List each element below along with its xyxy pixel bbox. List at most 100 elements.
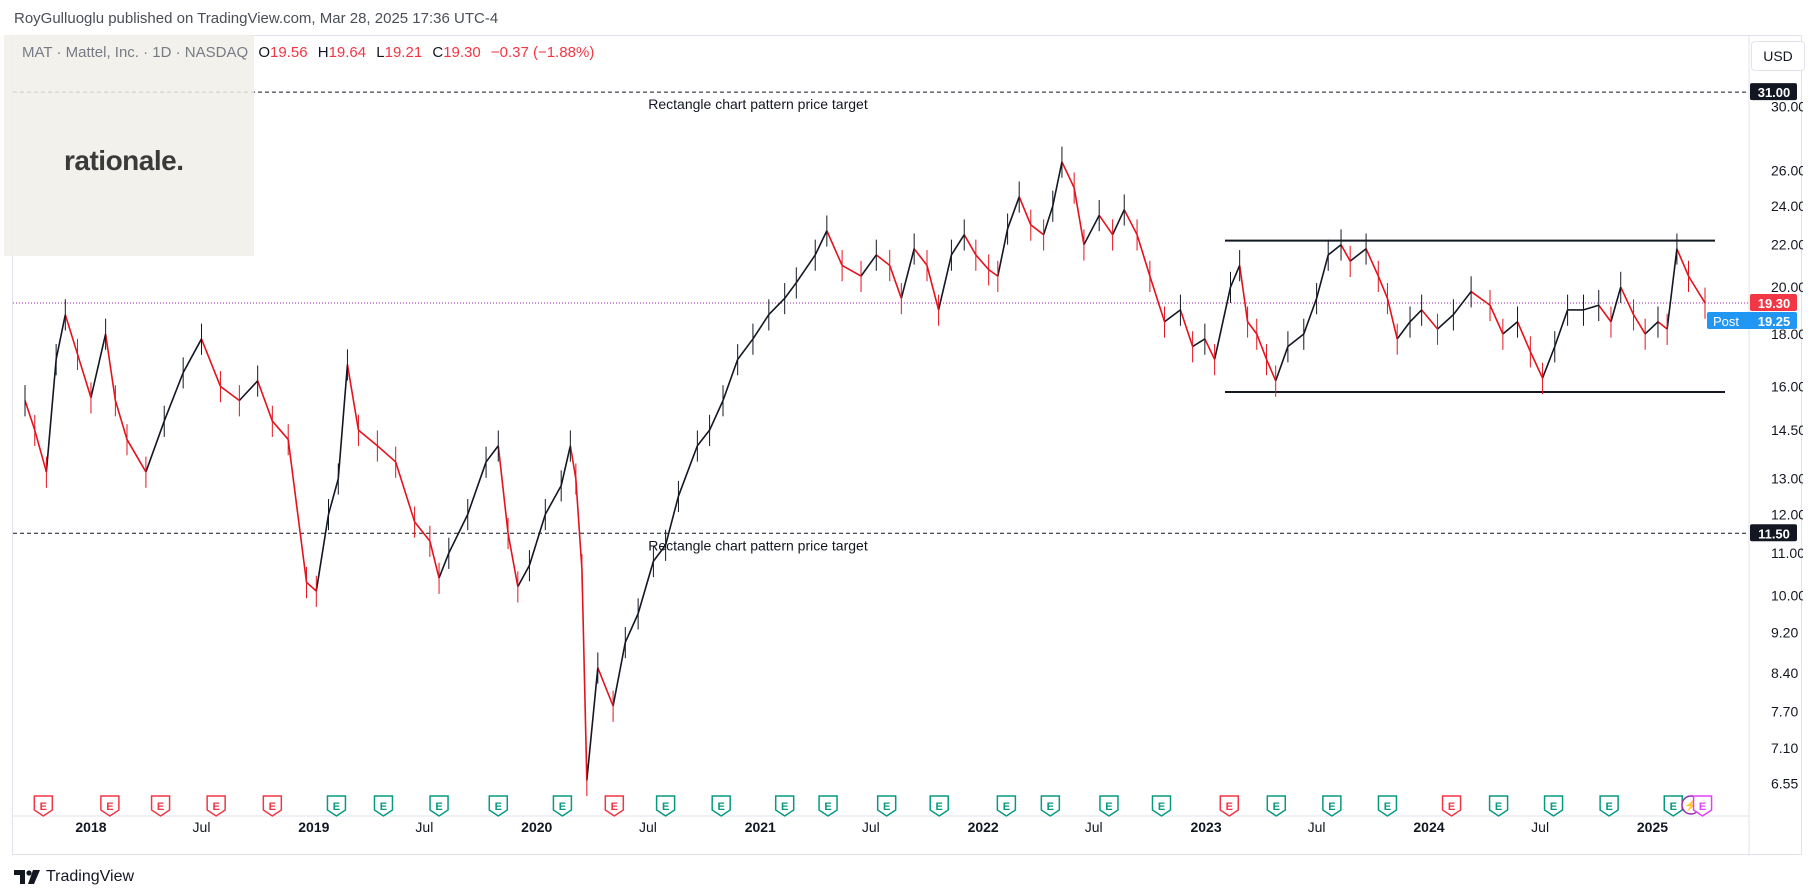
price-segment — [722, 359, 739, 401]
price-segment — [1529, 351, 1544, 379]
tradingview-brand[interactable]: TradingView — [14, 868, 134, 886]
price-segment — [507, 533, 519, 587]
price-segment — [737, 338, 754, 360]
symbol-line[interactable]: MAT · Mattel, Inc. · 1D · NASDAQ — [22, 44, 249, 61]
price-segment — [597, 667, 614, 707]
price-segment — [1303, 298, 1318, 335]
price-segment — [45, 359, 57, 473]
earnings-marker-icon — [929, 795, 949, 817]
low-label: L — [376, 44, 385, 61]
price-segment — [1541, 346, 1556, 379]
earnings-marker-label: E — [380, 801, 387, 813]
post-market-badge — [1707, 311, 1797, 329]
price-segment — [485, 445, 499, 463]
price-tick-label: 26.00 — [1771, 162, 1803, 178]
close-value: 19.30 — [443, 44, 481, 61]
open-value: 19.56 — [270, 44, 308, 61]
price-segment — [814, 230, 828, 256]
open-label: O — [258, 44, 270, 61]
price-segment — [1470, 290, 1491, 306]
earnings-marker-icon — [1663, 795, 1683, 817]
price-segment — [1421, 309, 1439, 330]
price-segment — [1377, 275, 1389, 299]
earnings-marker-label: E — [495, 801, 502, 813]
currency-button[interactable]: USD — [1751, 41, 1805, 71]
earnings-marker-label: E — [1158, 801, 1165, 813]
earnings-marker-label: E — [157, 801, 164, 813]
price-segment — [1620, 286, 1635, 315]
price-tick-label: 10.00 — [1771, 587, 1803, 603]
low-value: 19.21 — [384, 44, 423, 61]
earnings-marker-icon — [326, 795, 347, 817]
price-segment — [900, 248, 915, 299]
time-tick-label: Jul — [1085, 819, 1103, 835]
price-chart[interactable]: 6.55 7.10 7.70 8.40 9.20 10.00 11.00 12.00 13.00… — [13, 36, 1803, 856]
price-segment — [1265, 359, 1277, 382]
earnings-marker-label: E — [1105, 801, 1112, 813]
published-caption: RoyGulluoglu published on TradingView.co… — [14, 10, 499, 27]
price-segment — [1229, 265, 1241, 288]
price-segment — [950, 234, 965, 256]
price-segment — [575, 478, 583, 570]
chart-frame[interactable]: 6.55 7.10 7.70 8.40 9.20 10.00 11.00 12.00 13.00… — [12, 35, 1803, 856]
close-label: C — [432, 44, 444, 61]
price-segment — [1042, 205, 1054, 235]
price-segment — [1274, 346, 1289, 382]
price-tick-label: 11.00 — [1771, 545, 1803, 561]
price-segment — [1136, 234, 1151, 277]
price-segment — [64, 314, 79, 355]
price-segment — [708, 400, 724, 431]
earnings-marker-icon — [1322, 795, 1342, 817]
price-segment — [795, 254, 816, 284]
price-segment — [581, 569, 588, 781]
price-segment — [913, 248, 928, 266]
price-tick-label: 20.00 — [1771, 279, 1803, 295]
price-segment — [1098, 214, 1114, 236]
earnings-marker-label: E — [936, 801, 943, 813]
price-segment — [497, 445, 509, 534]
price-segment — [413, 521, 431, 542]
price-segment — [346, 364, 360, 431]
watermark-panel: rationale. — [4, 35, 254, 256]
earnings-marker-label: E — [781, 801, 788, 813]
earnings-marker-icon — [655, 795, 676, 817]
earnings-marker-label: E — [435, 801, 442, 813]
earnings-marker-icon — [206, 795, 226, 817]
earnings-marker-icon — [1543, 795, 1564, 817]
price-tick-label: 22.00 — [1771, 237, 1803, 253]
price-tick-label: 30.00 — [1771, 99, 1803, 115]
earnings-marker-label: E — [1495, 801, 1502, 813]
price-segment — [528, 514, 547, 566]
price-segment — [438, 552, 450, 579]
earnings-marker-icon — [488, 795, 509, 817]
price-tick-label: 12.00 — [1771, 506, 1803, 522]
price-target-badge — [1750, 524, 1797, 542]
price-segment — [114, 400, 128, 440]
earnings-marker-icon — [1219, 795, 1240, 817]
post-market-label: Post — [1713, 314, 1739, 329]
earnings-marker-label: E — [883, 801, 890, 813]
price-segment — [612, 642, 627, 707]
earnings-marker-icon — [876, 795, 897, 817]
price-tick-label: 7.70 — [1771, 704, 1798, 720]
earnings-marker-label: E — [824, 801, 831, 813]
price-segment — [429, 540, 440, 579]
price-segment — [126, 439, 147, 473]
earnings-marker-icon — [1377, 795, 1398, 817]
earnings-marker-icon — [100, 795, 120, 817]
price-segment — [1061, 161, 1075, 189]
earnings-marker-icon — [818, 795, 838, 817]
price-segment — [875, 254, 891, 267]
earnings-marker-icon — [262, 795, 283, 817]
price-segment — [1489, 304, 1504, 335]
earnings-marker-icon — [604, 795, 625, 817]
price-tick-label: 13.00 — [1771, 471, 1803, 487]
time-tick-label: 2021 — [745, 819, 776, 835]
price-segment — [1676, 248, 1690, 277]
earnings-marker-label: E — [1384, 801, 1391, 813]
earnings-marker-label: E — [1273, 801, 1280, 813]
earnings-marker-label: E — [212, 801, 219, 813]
earnings-marker-label: E — [1550, 801, 1557, 813]
price-segment — [1349, 248, 1367, 262]
price-segment — [1030, 224, 1045, 236]
